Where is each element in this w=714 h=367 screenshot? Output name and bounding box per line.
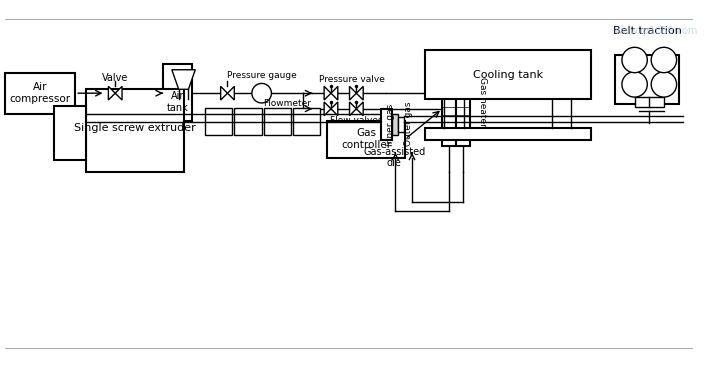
Text: Valve: Valve [102, 73, 129, 83]
Text: Gas-assisted
die: Gas-assisted die [363, 147, 426, 168]
Text: Flowmeter: Flowmeter [263, 99, 311, 108]
Polygon shape [221, 86, 228, 100]
Bar [293, 108, 321, 135]
Circle shape [651, 47, 677, 73]
Bar [425, 128, 590, 140]
Text: Pressure valve: Pressure valve [318, 75, 384, 84]
Polygon shape [109, 86, 115, 100]
Polygon shape [228, 86, 234, 100]
Polygon shape [331, 86, 338, 100]
Bar [263, 108, 291, 135]
Polygon shape [324, 102, 331, 116]
Polygon shape [356, 102, 363, 116]
Text: Belt traction: Belt traction [613, 26, 682, 36]
Circle shape [252, 83, 271, 103]
Text: Cooling tank: Cooling tank [473, 70, 543, 80]
Bar [393, 114, 398, 135]
Text: Air
compressor: Air compressor [9, 82, 71, 104]
Bar [205, 108, 232, 135]
Polygon shape [356, 86, 363, 100]
Bar [327, 120, 405, 158]
Polygon shape [350, 102, 356, 116]
Circle shape [622, 47, 648, 73]
Circle shape [622, 72, 648, 97]
Polygon shape [115, 86, 122, 100]
Polygon shape [331, 102, 338, 116]
Text: Air
tank: Air tank [167, 91, 188, 113]
Text: Single screw extruder: Single screw extruder [74, 123, 196, 133]
Bar [456, 58, 470, 146]
Text: Gas heater: Gas heater [478, 77, 488, 127]
Bar [425, 50, 590, 99]
Bar [615, 55, 678, 104]
Bar [5, 73, 75, 114]
Polygon shape [172, 70, 195, 89]
Bar [398, 117, 404, 132]
Bar [86, 89, 183, 172]
Circle shape [651, 72, 677, 97]
Bar [635, 97, 664, 107]
Text: Outer gas: Outer gas [403, 101, 413, 146]
Text: Pressure gauge: Pressure gauge [227, 71, 296, 80]
Text: www.ip1689.com: www.ip1689.com [615, 26, 698, 36]
Text: Flow valves: Flow valves [330, 116, 383, 125]
Bar [54, 106, 86, 160]
Bar [442, 58, 456, 146]
Polygon shape [350, 86, 356, 100]
Polygon shape [324, 86, 331, 100]
Text: Gas
controller: Gas controller [341, 128, 391, 150]
Bar [234, 108, 261, 135]
Bar [381, 109, 393, 140]
Text: Inner gas: Inner gas [386, 103, 395, 146]
Bar [163, 64, 192, 120]
